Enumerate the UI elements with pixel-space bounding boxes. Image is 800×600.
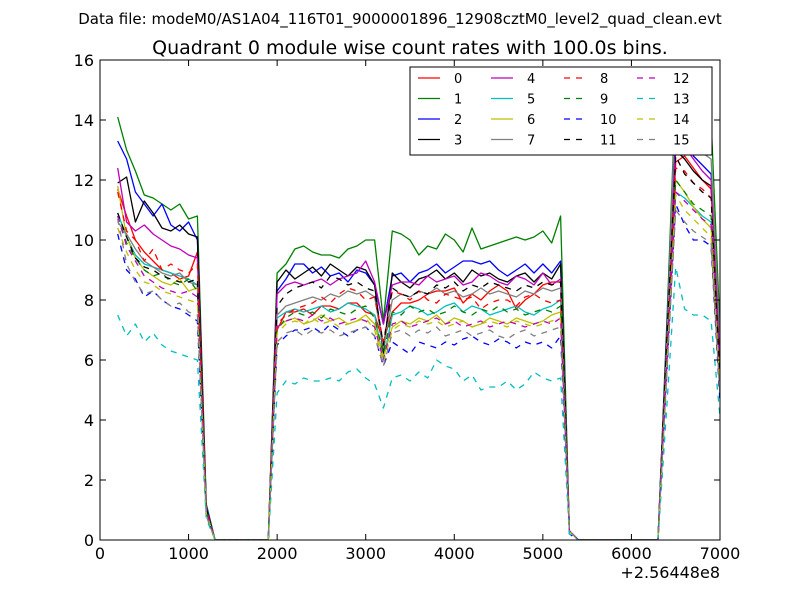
legend-label: 2	[454, 113, 462, 128]
x-tick-label: 6000	[611, 544, 652, 563]
legend-label: 7	[527, 134, 535, 149]
legend-label: 1	[454, 93, 462, 108]
legend-box	[409, 66, 713, 156]
series-layer	[117, 86, 720, 540]
x-tick-label: 4000	[434, 544, 475, 563]
legend-item-11: 11	[564, 134, 617, 149]
legend-item-7: 7	[491, 134, 535, 149]
legend-item-10: 10	[564, 113, 617, 128]
legend-item-9: 9	[564, 93, 608, 108]
legend-label: 11	[600, 134, 617, 149]
legend-item-8: 8	[564, 72, 608, 87]
legend-item-4: 4	[491, 72, 535, 87]
legend-label: 13	[673, 93, 690, 108]
legend-label: 12	[673, 72, 690, 87]
legend-label: 3	[454, 134, 462, 149]
x-tick-label: 7000	[700, 544, 741, 563]
legend-label: 14	[673, 113, 690, 128]
legend-item-14: 14	[637, 113, 690, 128]
legend-label: 0	[454, 72, 462, 87]
y-tick-label: 16	[74, 51, 94, 70]
x-tick-label: 1000	[168, 544, 209, 563]
y-tick-label: 14	[74, 111, 94, 130]
x-tick-label: 3000	[345, 544, 386, 563]
legend-item-3: 3	[418, 134, 462, 149]
chart-title: Quadrant 0 module wise count rates with …	[152, 37, 668, 59]
x-offset-label: +2.56448e8	[620, 563, 720, 582]
series-line-14	[117, 194, 720, 540]
legend-label: 4	[527, 72, 535, 87]
y-tick-label: 8	[84, 291, 94, 310]
legend-label: 9	[600, 93, 608, 108]
series-line-13	[117, 266, 720, 540]
legend-label: 6	[527, 113, 535, 128]
legend-item-5: 5	[491, 93, 535, 108]
y-tick-label: 10	[74, 231, 94, 250]
legend-label: 15	[673, 134, 690, 149]
y-tick-label: 2	[84, 471, 94, 490]
x-tick-label: 2000	[257, 544, 298, 563]
y-tick-label: 0	[84, 531, 94, 550]
legend-item-13: 13	[637, 93, 690, 108]
y-tick-label: 12	[74, 171, 94, 190]
legend-item-2: 2	[418, 113, 462, 128]
legend-item-1: 1	[418, 93, 462, 108]
y-tick-label: 6	[84, 351, 94, 370]
series-line-12	[117, 191, 720, 540]
legend-label: 8	[600, 72, 608, 87]
x-tick-label: 0	[95, 544, 105, 563]
y-tick-label: 4	[84, 411, 94, 430]
x-tick-label: 5000	[522, 544, 563, 563]
legend-label: 10	[600, 113, 617, 128]
legend-label: 5	[527, 93, 535, 108]
chart-suptitle: Data file: modeM0/AS1A04_116T01_90000018…	[78, 10, 722, 29]
legend-item-6: 6	[491, 113, 535, 128]
legend-item-0: 0	[418, 72, 462, 87]
legend-item-15: 15	[637, 134, 690, 149]
axes-layer: 0 1000 2000 3000 4000 5000 6000 700002468101214…	[74, 51, 741, 563]
legend-item-12: 12	[637, 72, 690, 87]
series-line-15	[117, 209, 720, 540]
